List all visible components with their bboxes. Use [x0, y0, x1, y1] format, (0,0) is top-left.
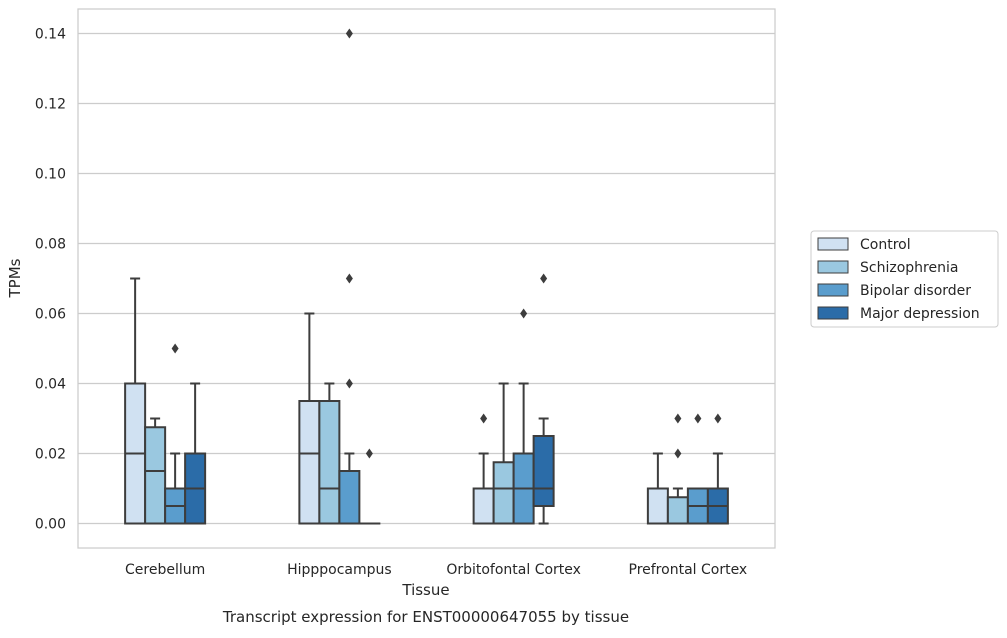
x-tick-label: Cerebellum — [125, 562, 205, 578]
box — [668, 497, 688, 523]
y-axis-label: TPMs — [6, 258, 24, 298]
box — [474, 489, 494, 524]
y-axis-ticks: 0.00 0.02 0.04 0.06 0.08 0.10 0.12 0.14 — [35, 27, 66, 533]
x-tick-label: Orbitofontal Cortex — [446, 562, 581, 578]
y-tick-label: 0.14 — [35, 27, 66, 43]
legend-label: Control — [860, 237, 911, 253]
outlier-point — [346, 274, 353, 284]
chart-caption: Transcript expression for ENST0000064705… — [222, 608, 629, 626]
y-tick-label: 0.10 — [35, 167, 66, 183]
box — [299, 401, 319, 524]
y-tick-label: 0.04 — [35, 377, 66, 393]
series-group — [165, 29, 708, 524]
outlier-point — [520, 309, 527, 319]
legend-label: Schizophrenia — [860, 260, 958, 276]
x-axis-ticks: Cerebellum Hipppocampus Orbitofontal Corte… — [125, 562, 747, 578]
outlier-point — [714, 414, 721, 424]
box — [145, 427, 165, 523]
outlier-point — [480, 414, 487, 424]
outlier-point — [346, 379, 353, 389]
gridlines — [78, 34, 775, 524]
outlier-point — [674, 449, 681, 459]
outlier-point — [366, 449, 373, 459]
series-group — [185, 274, 728, 524]
box — [494, 462, 514, 523]
x-tick-label: Prefrontal Cortex — [629, 562, 748, 578]
series-group — [125, 279, 668, 524]
box — [534, 436, 554, 506]
outlier-point — [694, 414, 701, 424]
y-tick-label: 0.06 — [35, 307, 66, 323]
box — [648, 489, 668, 524]
legend-swatch — [818, 261, 848, 273]
legend: Control Schizophrenia Bipolar disorder Majo… — [811, 231, 998, 327]
x-tick-label: Hipppocampus — [287, 562, 392, 578]
legend-swatch — [818, 238, 848, 250]
legend-swatch — [818, 307, 848, 319]
outlier-point — [346, 29, 353, 39]
box-series — [125, 29, 728, 524]
y-tick-label: 0.00 — [35, 517, 66, 533]
y-tick-label: 0.02 — [35, 447, 66, 463]
box — [319, 401, 339, 524]
outlier-point — [674, 414, 681, 424]
y-tick-label: 0.12 — [35, 97, 66, 113]
plot-frame — [78, 9, 775, 548]
legend-label: Bipolar disorder — [860, 283, 971, 299]
legend-swatch — [818, 284, 848, 296]
x-axis-label: Tissue — [401, 581, 449, 599]
outlier-point — [540, 274, 547, 284]
box — [339, 471, 359, 524]
y-tick-label: 0.08 — [35, 237, 66, 253]
legend-label: Major depression — [860, 306, 980, 322]
outlier-point — [172, 344, 179, 354]
